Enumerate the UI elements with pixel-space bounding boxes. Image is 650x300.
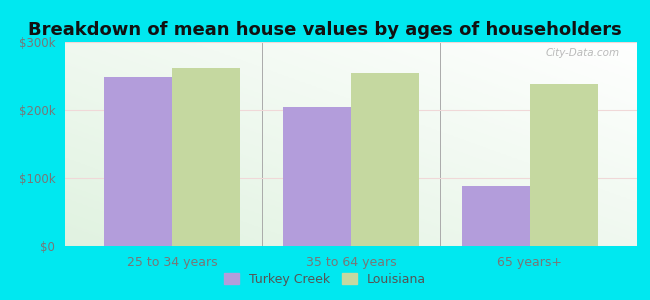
Bar (530, 84, 598, 246)
Bar (283, 106, 351, 246)
Bar (462, 186, 530, 246)
Bar (351, 73, 419, 246)
Bar (172, 68, 240, 246)
Legend: Turkey Creek, Louisiana: Turkey Creek, Louisiana (218, 268, 432, 291)
Text: City-Data.com: City-Data.com (546, 48, 620, 58)
Text: Breakdown of mean house values by ages of householders: Breakdown of mean house values by ages o… (28, 21, 622, 39)
Bar (104, 77, 172, 246)
